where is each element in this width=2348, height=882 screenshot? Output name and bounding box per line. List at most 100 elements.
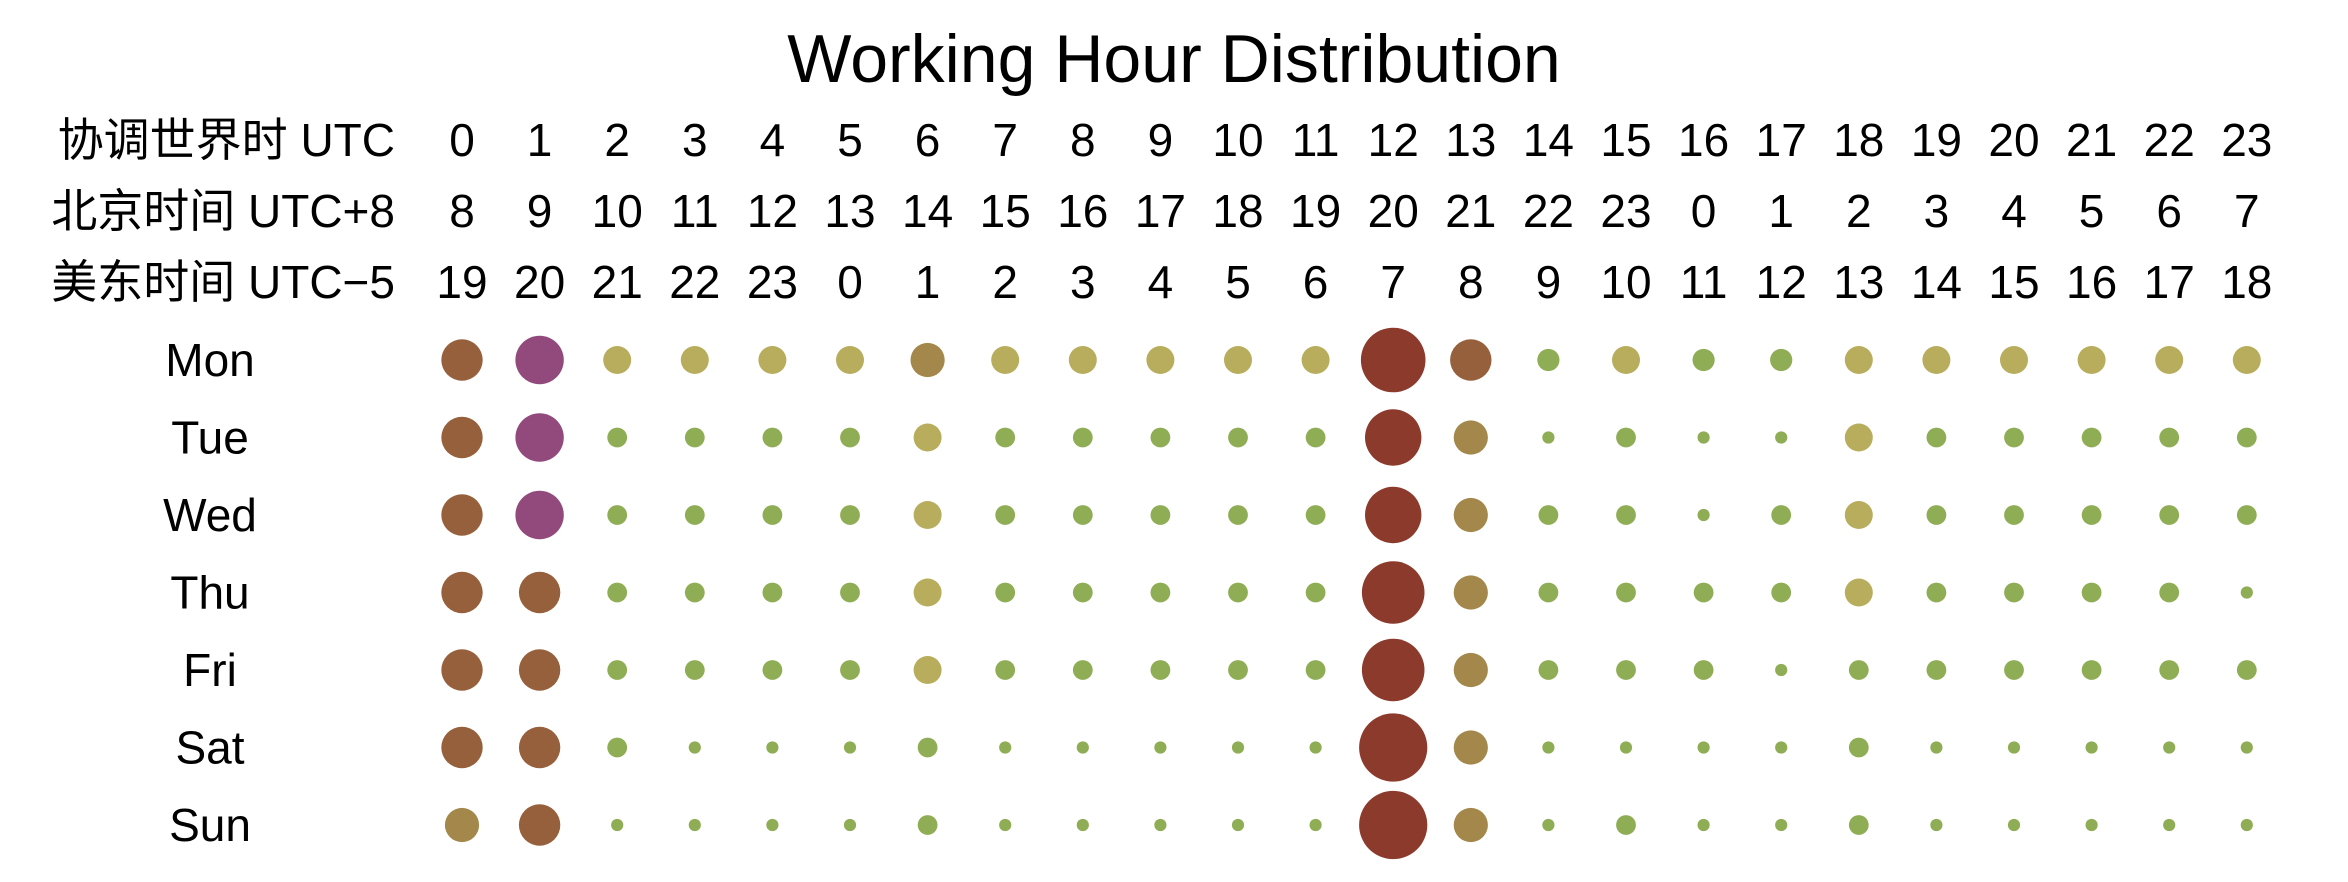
- bubble-tue-16: [1697, 431, 1710, 444]
- hour-tick-label: 1: [527, 114, 553, 166]
- bubble-sun-15: [1616, 815, 1636, 835]
- hour-tick-label: 12: [747, 185, 798, 237]
- hour-tick-label: 18: [1212, 185, 1263, 237]
- hour-tick-label: 9: [527, 185, 553, 237]
- bubble-sun-20: [2007, 818, 2021, 832]
- bubble-sun-16: [1697, 818, 1710, 832]
- hour-tick-label: 13: [1833, 256, 1884, 308]
- bubble-mon-22: [2155, 346, 2184, 374]
- bubble-wed-21: [2081, 505, 2102, 525]
- hour-tick-label: 3: [1924, 185, 1950, 237]
- hour-tick-label: 2: [604, 114, 630, 166]
- hour-tick-label: 9: [1536, 256, 1562, 308]
- bubble-fri-8: [1072, 660, 1093, 680]
- bubble-sat-20: [2007, 741, 2021, 754]
- bubble-sat-13: [1453, 730, 1488, 765]
- hour-tick-label: 20: [1988, 114, 2039, 166]
- bubble-sat-23: [2240, 741, 2253, 754]
- day-label: Thu: [170, 567, 249, 619]
- hour-tick-label: 16: [1057, 185, 1108, 237]
- bubble-thu-11: [1305, 582, 1326, 603]
- bubble-fri-7: [995, 660, 1016, 680]
- day-label: Mon: [165, 334, 254, 386]
- bubble-wed-17: [1771, 505, 1792, 525]
- bubble-thu-12: [1361, 561, 1425, 624]
- timezone-row-label: 北京时间 UTC+8: [51, 185, 395, 237]
- hour-tick-label: 7: [2234, 185, 2260, 237]
- bubble-mon-4: [758, 346, 787, 374]
- hour-tick-label: 19: [1290, 185, 1341, 237]
- bubble-thu-18: [1844, 578, 1873, 607]
- bubble-sat-22: [2163, 741, 2176, 754]
- bubble-sun-3: [688, 818, 701, 832]
- bubble-fri-9: [1150, 660, 1171, 680]
- bubble-thu-2: [607, 582, 628, 603]
- hour-tick-label: 3: [1070, 256, 1096, 308]
- bubble-thu-5: [840, 582, 860, 603]
- bubble-mon-12: [1360, 327, 1426, 393]
- bubble-tue-17: [1775, 431, 1788, 444]
- bubble-sat-10: [1231, 741, 1245, 754]
- bubble-mon-7: [991, 346, 1020, 374]
- hour-tick-label: 16: [2066, 256, 2117, 308]
- bubble-tue-23: [2236, 427, 2257, 448]
- bubble-thu-21: [2081, 582, 2102, 603]
- bubble-sun-9: [1154, 818, 1167, 832]
- bubble-tue-18: [1844, 423, 1873, 452]
- hour-tick-label: 16: [1678, 114, 1729, 166]
- hour-tick-label: 14: [902, 185, 953, 237]
- hour-tick-label: 0: [837, 256, 863, 308]
- bubble-fri-20: [2004, 660, 2024, 680]
- bubble-tue-22: [2159, 427, 2180, 448]
- hour-tick-label: 20: [514, 256, 565, 308]
- bubble-wed-4: [762, 505, 783, 525]
- hour-tick-label: 0: [449, 114, 475, 166]
- hour-tick-label: 5: [837, 114, 863, 166]
- bubble-sun-4: [766, 818, 779, 832]
- hour-tick-label: 9: [1148, 114, 1174, 166]
- bubble-mon-17: [1770, 348, 1793, 372]
- bubble-tue-3: [684, 427, 705, 448]
- hour-tick-label: 18: [1833, 114, 1884, 166]
- hour-tick-label: 15: [1600, 114, 1651, 166]
- bubble-wed-22: [2159, 505, 2180, 525]
- bubble-fri-15: [1616, 660, 1636, 680]
- hour-tick-label: 23: [747, 256, 798, 308]
- bubble-tue-1: [515, 413, 564, 462]
- bubble-wed-0: [441, 494, 483, 536]
- bubble-tue-8: [1072, 427, 1093, 448]
- hour-tick-label: 15: [1988, 256, 2039, 308]
- day-label: Fri: [183, 644, 237, 696]
- bubble-mon-15: [1612, 346, 1640, 374]
- hour-tick-label: 4: [760, 114, 786, 166]
- bubble-sat-5: [843, 741, 857, 754]
- bubble-wed-6: [913, 501, 942, 529]
- bubble-sat-21: [2085, 741, 2098, 754]
- bubble-thu-23: [2240, 586, 2253, 599]
- bubble-tue-7: [995, 427, 1016, 448]
- bubble-mon-9: [1146, 346, 1175, 374]
- bubble-fri-23: [2236, 660, 2257, 680]
- bubble-tue-5: [840, 427, 860, 448]
- bubble-mon-20: [2000, 346, 2028, 374]
- bubble-fri-12: [1361, 638, 1425, 702]
- hour-tick-label: 7: [992, 114, 1018, 166]
- bubble-sat-11: [1309, 741, 1322, 754]
- bubble-wed-14: [1538, 505, 1559, 525]
- bubble-sun-13: [1453, 807, 1488, 843]
- bubble-thu-3: [684, 582, 705, 603]
- bubble-sat-6: [917, 737, 938, 758]
- bubble-fri-10: [1228, 660, 1248, 680]
- hour-tick-label: 15: [980, 185, 1031, 237]
- bubble-thu-17: [1771, 582, 1792, 603]
- day-label: Sat: [175, 722, 244, 774]
- hour-tick-label: 22: [1523, 185, 1574, 237]
- bubble-sat-9: [1154, 741, 1167, 754]
- bubble-thu-16: [1693, 582, 1714, 603]
- bubble-thu-14: [1538, 582, 1559, 603]
- bubble-sun-21: [2085, 818, 2098, 832]
- bubble-sun-6: [917, 815, 938, 835]
- bubble-sun-10: [1231, 818, 1245, 832]
- bubble-fri-22: [2159, 660, 2180, 680]
- bubble-thu-15: [1616, 582, 1636, 603]
